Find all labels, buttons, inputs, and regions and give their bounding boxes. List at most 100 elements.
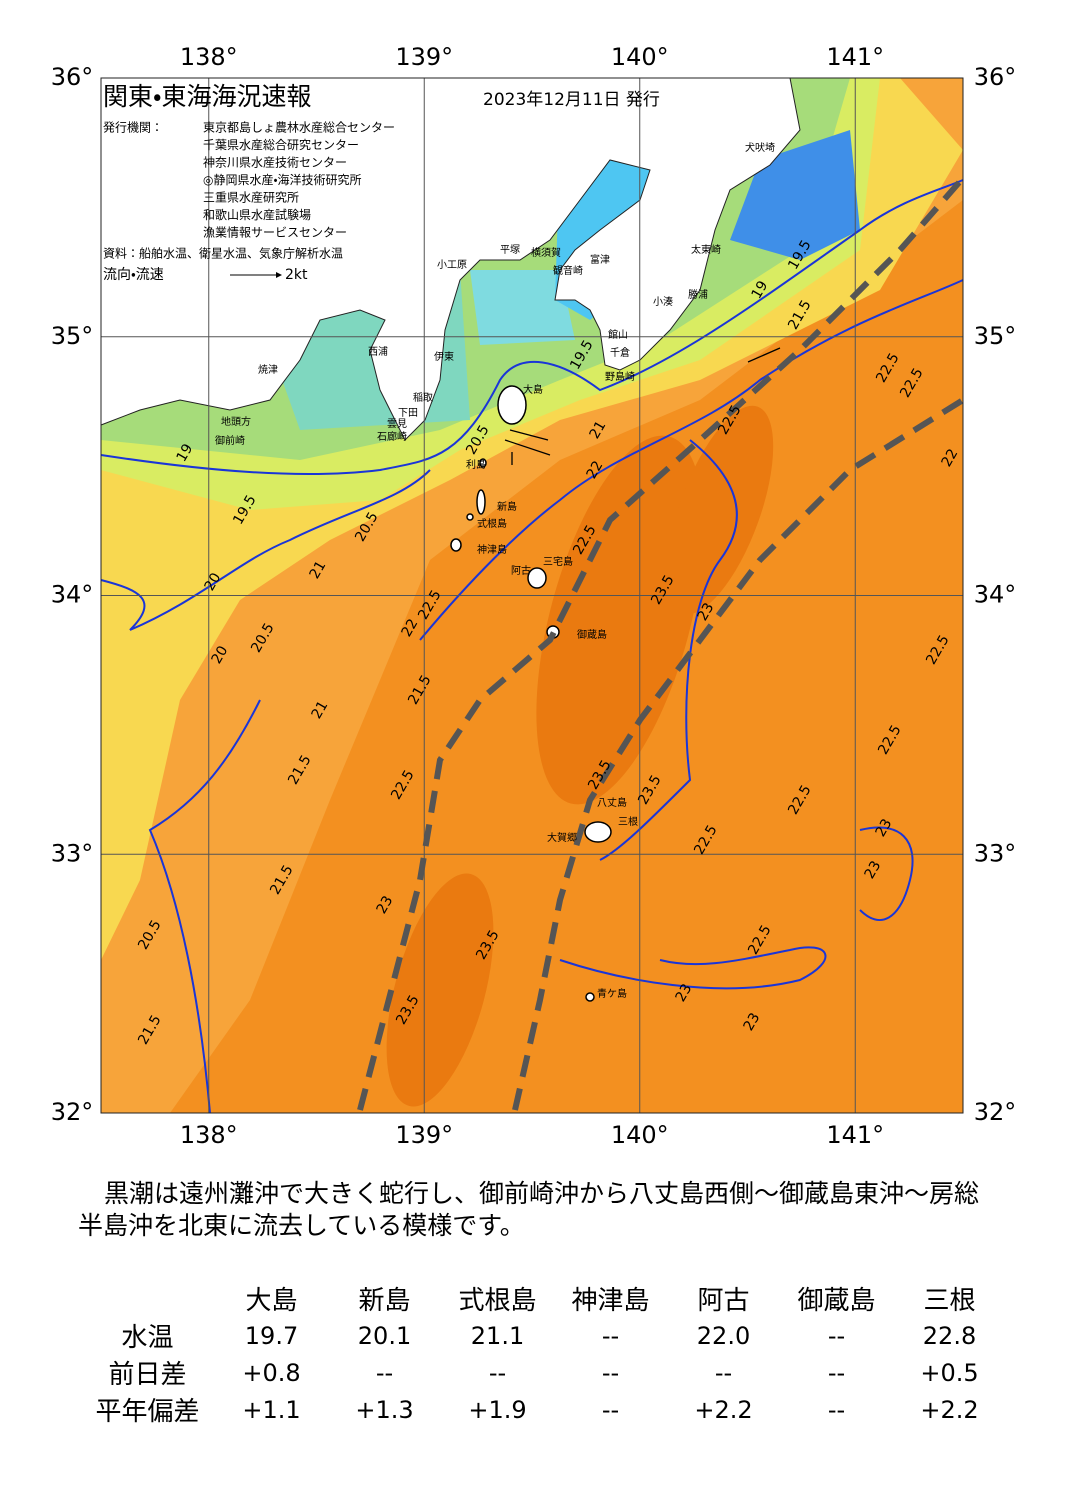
lon-tick-label: 138°	[180, 43, 238, 71]
issue-date: 2023年12月11日 発行	[483, 90, 660, 110]
lat-tick-label: 34°	[974, 581, 1017, 609]
place-name: 大賀郷	[547, 831, 577, 844]
place-name: 小湊	[653, 295, 673, 308]
lat-tick-label: 36°	[51, 63, 94, 91]
table-row: 水温 19.7 20.1 21.1 -- 22.0 -- 22.8	[80, 1317, 1006, 1354]
current-arrow	[504, 439, 551, 456]
kuroshio-path	[357, 176, 966, 1111]
contour-label: 20	[209, 643, 232, 666]
agency: 東京都島しょ農林水産総合センター	[203, 120, 395, 135]
place-name: 太東崎	[691, 243, 721, 256]
lon-tick-label: 141°	[826, 43, 884, 71]
lon-tick-label: 138°	[180, 1121, 238, 1149]
warm-core	[386, 873, 494, 1107]
table-cell: --	[827, 1358, 846, 1387]
contour-label: 21	[307, 558, 330, 581]
warm-core	[666, 405, 774, 615]
header-row: 大島 新島 式根島 神津島 阿古 御蔵島 三根	[80, 1280, 1006, 1317]
column-header	[80, 1280, 215, 1317]
map-labels: 関東・東海海況速報 2023年12月11日 発行 発行機関： 資料：船舶水温、衛…	[51, 43, 1017, 1149]
temperature-table: 大島 新島 式根島 神津島 阿古 御蔵島 三根 水温 19.7 20.1 21.1 -- 22.0 -- 2…	[80, 1280, 1006, 1428]
contour-label: 23	[873, 816, 896, 839]
isotherm	[148, 699, 261, 1114]
isotherm	[559, 946, 827, 990]
column-header: 三根	[923, 1286, 976, 1316]
place-name: 三根	[618, 815, 638, 828]
table-cell: 19.7	[244, 1321, 299, 1350]
contour-label: 23	[695, 600, 718, 623]
agency: ◎静岡県水産・海洋技術研究所	[203, 172, 362, 187]
column-header: 大島	[245, 1286, 298, 1316]
map-figure: 関東・東海海況速報 2023年12月11日 発行 発行機関： 資料：船舶水温、衛…	[51, 43, 1017, 1149]
table-cell: --	[714, 1358, 733, 1387]
table-cell: --	[488, 1358, 507, 1387]
table-cell: 前日差	[108, 1360, 187, 1390]
table-cell: 22.0	[696, 1321, 751, 1350]
place-name: 平塚	[500, 244, 520, 256]
contour-label: 22	[939, 446, 962, 469]
island	[479, 458, 487, 468]
table-cell: --	[827, 1321, 846, 1350]
place-name: 伊東	[434, 350, 454, 363]
place-name: 新島	[497, 500, 517, 513]
agency: 漁業情報サービスセンター	[203, 226, 347, 240]
agencies-label: 発行機関：	[103, 121, 163, 135]
column-header: 式根島	[458, 1286, 537, 1316]
place-name: 石廊崎	[377, 430, 407, 443]
table-cell: --	[601, 1358, 620, 1387]
map-frame	[100, 77, 964, 1114]
place-name: 小工原	[437, 259, 467, 271]
current-arrow	[509, 429, 549, 441]
legend-arrowhead	[276, 272, 282, 278]
island	[476, 489, 486, 515]
place-name: 横須賀	[531, 246, 561, 259]
agency: 三重県水産研究所	[203, 191, 299, 205]
lat-tick-label: 32°	[974, 1098, 1017, 1126]
lat-tick-label: 36°	[974, 63, 1017, 91]
island	[466, 513, 474, 521]
place-name: 西浦	[368, 345, 388, 358]
contour-label: 23	[741, 1010, 764, 1033]
table-cell: +1.9	[468, 1395, 527, 1424]
place-name: 地頭方	[221, 415, 251, 428]
isotherm	[100, 179, 964, 476]
warm-core	[536, 435, 704, 805]
column-header: 神津島	[571, 1286, 650, 1316]
lon-tick-label: 139°	[395, 43, 453, 71]
legend-label: 流向・流速	[103, 267, 164, 283]
isotherm	[599, 439, 738, 861]
table-row: 平年偏差 +1.1 +1.3 +1.9 -- +2.2 -- +2.2	[80, 1391, 1006, 1428]
place-name: 御蔵島	[577, 628, 607, 641]
summary: 黒潮は遠州灘沖で大きく蛇行し、御前崎沖から八丈島西側～御蔵島東沖～房総半島沖を北…	[78, 1179, 980, 1240]
place-name: 野島崎	[605, 370, 635, 383]
table-cell: +0.8	[242, 1358, 301, 1387]
table-cell: --	[827, 1395, 846, 1424]
column-header: 新島	[358, 1286, 411, 1316]
contour-label: 23	[374, 893, 397, 916]
contour-label: 22	[584, 458, 607, 481]
place-name: 利島	[466, 458, 486, 471]
table-cell: +1.3	[355, 1395, 414, 1424]
place-name: 雲見	[387, 418, 407, 430]
isotherm	[859, 826, 914, 921]
column-header: 阿古	[697, 1286, 750, 1316]
island	[584, 821, 612, 843]
table-cell: 平年偏差	[95, 1397, 200, 1427]
place-name: 阿古	[511, 564, 531, 577]
island	[450, 538, 462, 552]
land	[100, 77, 801, 441]
table-cell: 水温	[121, 1323, 174, 1353]
table-cell: +1.1	[242, 1395, 301, 1424]
lon-tick-label: 139°	[395, 1121, 453, 1149]
table-cell: 20.1	[357, 1321, 412, 1350]
agency: 神奈川県水産技術センター	[203, 155, 347, 170]
contour-label: 23	[673, 981, 696, 1004]
lat-tick-label: 35°	[974, 322, 1017, 350]
place-name: 青ケ島	[597, 987, 627, 1000]
contour-label: 23	[862, 858, 885, 881]
place-name: 式根島	[477, 517, 507, 530]
place-name: 観音崎	[553, 264, 583, 277]
place-name: 勝浦	[688, 288, 708, 301]
